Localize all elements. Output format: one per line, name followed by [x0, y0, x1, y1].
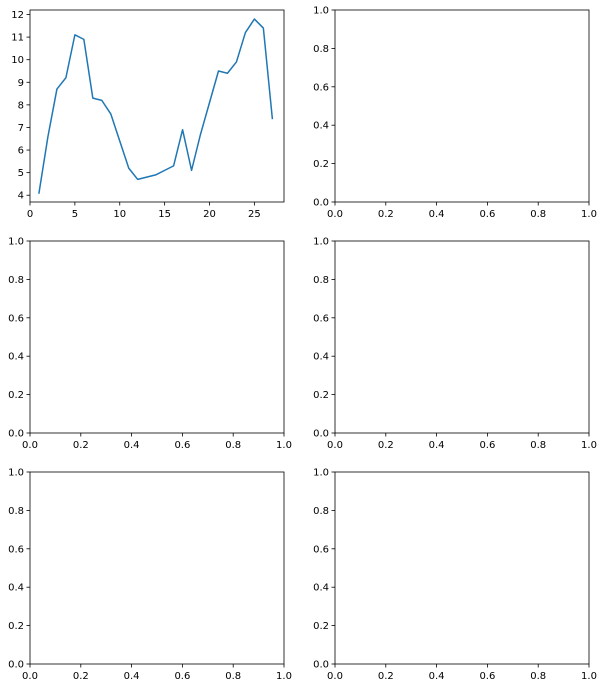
y-tick-label: 5: [18, 168, 24, 179]
y-tick-label: 6: [18, 146, 24, 157]
x-tick-label: 5: [72, 209, 78, 220]
x-tick-label: 0.0: [327, 209, 343, 220]
subplot-6: 0.0 0.2 0.4 0.6 0.8 1.0 0.0 0.2 0.4 0.6 0.8 1.0: [313, 468, 597, 683]
x-tick-label: 25: [248, 209, 261, 220]
subplot-2: 0.0 0.2 0.4 0.6 0.8 1.0 0.0 0.2 0.4 0.6 0.8 1.0: [313, 6, 597, 221]
x-tick-label: 0.6: [479, 209, 495, 220]
x-tick-label: 0.4: [124, 671, 140, 682]
x-tick-label: 1.0: [276, 440, 292, 451]
x-tick-label: 0.4: [124, 440, 140, 451]
x-tick-label: 0.8: [225, 440, 241, 451]
y-tick-label: 0.0: [8, 660, 24, 671]
x-tick-label: 1.0: [276, 671, 292, 682]
x-tick-label: 10: [113, 209, 126, 220]
x-tick-label: 0.6: [479, 671, 495, 682]
y-tick-label: 12: [11, 10, 24, 21]
y-tick-label: 0.0: [313, 198, 329, 209]
series-line-1: [38, 18, 274, 194]
x-tick-label: 0.6: [174, 440, 190, 451]
y-tick-label: 0.6: [8, 544, 24, 555]
x-tick-label: 20: [203, 209, 216, 220]
y-tick-label: 0.6: [313, 82, 329, 93]
x-tick-label: 0.2: [73, 440, 89, 451]
y-tick-label: 1.0: [8, 468, 24, 479]
y-tick-label: 0.2: [313, 390, 329, 401]
y-tick-label: 7: [18, 123, 24, 134]
x-tick-label: 0.2: [378, 440, 394, 451]
x-tick-label: 0.2: [378, 209, 394, 220]
x-tick-label: 0.0: [22, 671, 38, 682]
axes-frame: [334, 9, 590, 203]
y-tick-label: 8: [18, 100, 24, 111]
y-tick-label: 0.8: [313, 506, 329, 517]
y-tick-label: 0.4: [313, 352, 329, 363]
x-tick-label: 0.6: [479, 440, 495, 451]
y-tick-label: 0.2: [8, 390, 24, 401]
x-tick-label: 0.4: [429, 671, 445, 682]
y-tick-label: 0.0: [313, 429, 329, 440]
y-tick-label: 10: [11, 55, 24, 66]
y-tick-label: 0.8: [8, 506, 24, 517]
subplot-4: 0.0 0.2 0.4 0.6 0.8 1.0 0.0 0.2 0.4 0.6 0.8 1.0: [313, 237, 597, 452]
y-tick-label: 1.0: [313, 6, 329, 17]
y-tick-label: 0.4: [313, 121, 329, 132]
x-tick-label: 0.2: [378, 671, 394, 682]
x-tick-label: 0: [27, 209, 33, 220]
y-tick-label: 0.6: [313, 544, 329, 555]
y-tick-label: 0.0: [8, 429, 24, 440]
y-tick-label: 0.8: [8, 275, 24, 286]
x-tick-label: 15: [158, 209, 171, 220]
y-tick-label: 0.2: [313, 159, 329, 170]
x-tick-label: 1.0: [581, 209, 597, 220]
y-tick-label: 4: [18, 191, 24, 202]
subplot-5: 0.0 0.2 0.4 0.6 0.8 1.0 0.0 0.2 0.4 0.6 0.8 1.0: [8, 468, 292, 683]
axes-frame: [334, 471, 590, 665]
x-tick-label: 1.0: [581, 440, 597, 451]
x-tick-label: 0.4: [429, 440, 445, 451]
y-tick-label: 0.2: [8, 621, 24, 632]
y-tick-label: 1.0: [313, 237, 329, 248]
x-tick-label: 0.0: [327, 440, 343, 451]
y-tick-label: 9: [18, 78, 24, 89]
y-tick-label: 0.0: [313, 660, 329, 671]
axes-frame: [29, 471, 285, 665]
axes-frame: [29, 240, 285, 434]
y-tick-label: 0.4: [8, 352, 24, 363]
y-tick-label: 0.8: [313, 275, 329, 286]
y-tick-label: 0.2: [313, 621, 329, 632]
x-tick-label: 0.4: [429, 209, 445, 220]
x-tick-label: 0.8: [530, 671, 546, 682]
x-tick-label: 0.0: [22, 440, 38, 451]
x-tick-label: 0.8: [530, 440, 546, 451]
x-tick-label: 0.0: [327, 671, 343, 682]
y-tick-label: 0.8: [313, 44, 329, 55]
y-tick-label: 0.4: [313, 583, 329, 594]
y-tick-label: 0.6: [313, 313, 329, 324]
subplot-3: 0.0 0.2 0.4 0.6 0.8 1.0 0.0 0.2 0.4 0.6 0.8 1.0: [8, 237, 292, 452]
x-tick-label: 0.6: [174, 671, 190, 682]
x-tick-label: 0.8: [530, 209, 546, 220]
subplot-1: 0 5 10 15 20 25 4 5 6 7 8 9 10 11 12: [11, 9, 285, 220]
x-tick-label: 1.0: [581, 671, 597, 682]
axes-frame: [29, 9, 285, 203]
x-tick-label: 0.2: [73, 671, 89, 682]
axes-frame: [334, 240, 590, 434]
x-tick-label: 0.8: [225, 671, 241, 682]
y-tick-label: 1.0: [313, 468, 329, 479]
y-tick-label: 1.0: [8, 237, 24, 248]
y-tick-label: 0.4: [8, 583, 24, 594]
y-tick-label: 0.6: [8, 313, 24, 324]
y-tick-label: 11: [11, 33, 24, 44]
